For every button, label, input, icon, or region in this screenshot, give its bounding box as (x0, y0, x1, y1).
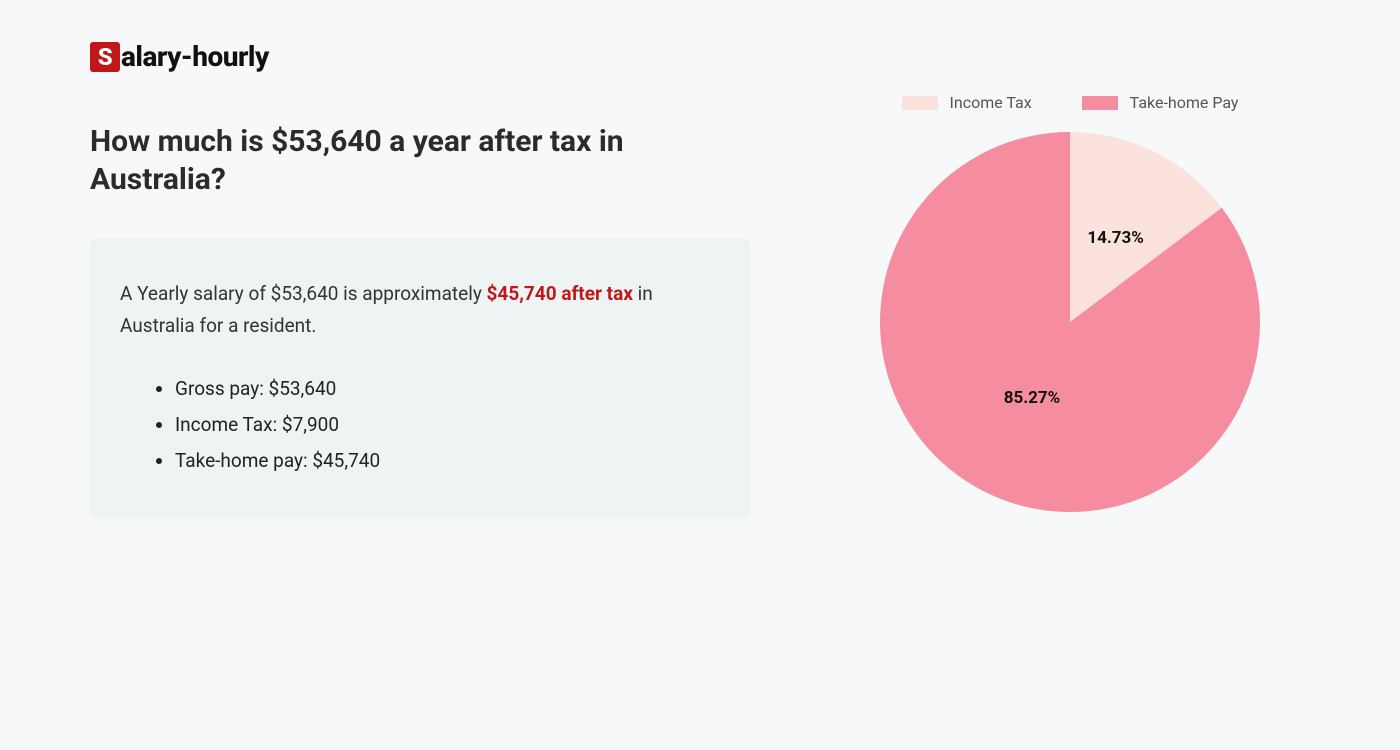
site-logo: Salary-hourly (90, 40, 1310, 73)
pie-svg (880, 132, 1260, 512)
list-item: Gross pay: $53,640 (175, 371, 720, 407)
page-heading: How much is $53,640 a year after tax in … (90, 123, 750, 198)
bullet-list: Gross pay: $53,640 Income Tax: $7,900 Ta… (120, 371, 720, 479)
legend-label: Income Tax (950, 93, 1032, 112)
legend-label: Take-home Pay (1130, 93, 1239, 112)
legend-swatch (902, 96, 938, 110)
logo-s-icon: S (90, 42, 120, 72)
right-column: Income Tax Take-home Pay 14.73% 85.27% (830, 93, 1310, 519)
legend-swatch (1082, 96, 1118, 110)
slice-label-take-home: 85.27% (1004, 388, 1061, 408)
summary-box: A Yearly salary of $53,640 is approximat… (90, 238, 750, 519)
slice-label-income-tax: 14.73% (1087, 228, 1144, 248)
page-root: Salary-hourly How much is $53,640 a year… (0, 0, 1400, 559)
legend-item-take-home: Take-home Pay (1082, 93, 1239, 112)
summary-pre: A Yearly salary of $53,640 is approximat… (120, 282, 487, 305)
list-item: Income Tax: $7,900 (175, 407, 720, 443)
chart-legend: Income Tax Take-home Pay (902, 93, 1239, 112)
summary-highlight: $45,740 after tax (487, 282, 633, 305)
logo-text: alary-hourly (121, 40, 269, 73)
summary-paragraph: A Yearly salary of $53,640 is approximat… (120, 278, 720, 343)
left-column: How much is $53,640 a year after tax in … (90, 123, 750, 519)
pie-chart: 14.73% 85.27% (880, 132, 1260, 512)
legend-item-income-tax: Income Tax (902, 93, 1032, 112)
list-item: Take-home pay: $45,740 (175, 443, 720, 479)
content-row: How much is $53,640 a year after tax in … (90, 123, 1310, 519)
